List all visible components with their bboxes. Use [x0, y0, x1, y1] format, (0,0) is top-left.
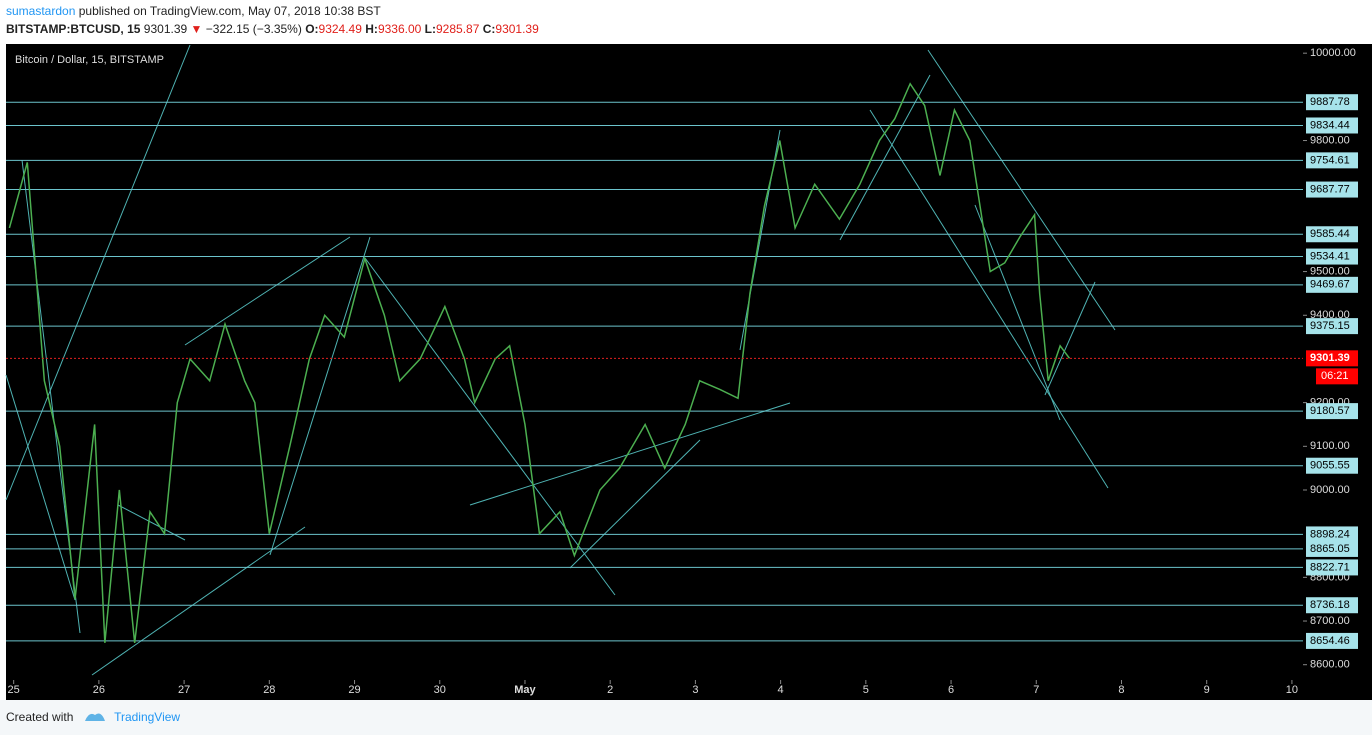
x-tick-label: 8: [1118, 684, 1124, 696]
x-tick-label: 9: [1204, 684, 1210, 696]
x-tick-label: May: [514, 684, 536, 696]
level-box: [1306, 597, 1358, 614]
y-tick-label: 8700.00: [1310, 615, 1350, 627]
level-box: [1306, 226, 1358, 243]
x-tick-label: 25: [8, 684, 20, 696]
level-label: 8865.05: [1310, 543, 1350, 555]
level-label: 9375.15: [1310, 320, 1350, 332]
level-label: 8822.71: [1310, 561, 1350, 573]
level-label: 9534.41: [1310, 250, 1350, 262]
x-tick-label: 29: [348, 684, 360, 696]
x-tick-label: 6: [948, 684, 954, 696]
y-tick-label: 8600.00: [1310, 659, 1350, 671]
level-label: 9469.67: [1310, 279, 1350, 291]
high: 9336.00: [377, 22, 422, 36]
countdown-box: [1316, 368, 1358, 385]
level-box: [1306, 632, 1358, 649]
level-box: [1306, 540, 1358, 557]
level-label: 9834.44: [1310, 119, 1350, 131]
level-label: 9180.57: [1310, 405, 1350, 417]
change: −322.15 (−3.35%): [205, 22, 302, 36]
price-line: [8, 82, 1071, 643]
h-label: H:: [365, 22, 378, 36]
level-label: 9687.77: [1310, 183, 1350, 195]
footer: Created with TradingView: [0, 700, 1372, 735]
level-box: [1306, 403, 1358, 420]
level-box: [1306, 117, 1358, 134]
level-label: 9754.61: [1310, 154, 1350, 166]
level-box: [1306, 94, 1358, 111]
x-tick-label: 10: [1286, 684, 1298, 696]
x-tick-label: 2: [607, 684, 613, 696]
published: published on TradingView.com, May 07, 20…: [78, 4, 381, 18]
level-box: [1306, 248, 1358, 265]
created: Created with: [6, 710, 74, 724]
level-label: 8898.24: [1310, 528, 1350, 540]
level-label: 8654.46: [1310, 635, 1350, 647]
x-tick-label: 30: [434, 684, 446, 696]
author[interactable]: sumastardon: [6, 4, 76, 18]
time-axis-bg: [6, 680, 1303, 700]
level-label: 9055.55: [1310, 460, 1350, 472]
level-label: 9887.78: [1310, 96, 1350, 108]
l-label: L:: [424, 22, 436, 36]
x-tick-label: 27: [178, 684, 190, 696]
y-tick-label: 9000.00: [1310, 484, 1350, 496]
chart-title: Bitcoin / Dollar, 15, BITSTAMP: [15, 54, 164, 66]
level-box: [1306, 318, 1358, 335]
level-label: 8736.18: [1310, 599, 1350, 611]
x-tick-label: 28: [263, 684, 275, 696]
c-label: C:: [482, 22, 496, 36]
close: 9301.39: [495, 22, 539, 36]
x-tick-label: 7: [1033, 684, 1039, 696]
level-label: 9585.44: [1310, 228, 1350, 240]
current-box: [1306, 350, 1358, 367]
x-tick-label: 3: [692, 684, 698, 696]
x-tick-label: 4: [778, 684, 784, 696]
o-label: O:: [305, 22, 319, 36]
symbol: BITSTAMP:BTCUSD, 15: [6, 22, 141, 36]
level-box: [1306, 526, 1358, 543]
header: sumastardon published on TradingView.com…: [6, 2, 539, 38]
plot-bg: [6, 44, 1303, 680]
level-box: [1306, 276, 1358, 293]
y-tick-label: 9800.00: [1310, 134, 1350, 146]
open: 9324.49: [318, 22, 362, 36]
level-box: [1306, 457, 1358, 474]
x-tick-label: 26: [93, 684, 105, 696]
level-box: [1306, 152, 1358, 169]
chart: Bitcoin / Dollar, 15, BITSTAMP 10000.00 9…: [5, 44, 1372, 700]
level-box: [1306, 181, 1358, 198]
level-box: [1306, 559, 1358, 576]
current-label: 9301.39: [1310, 352, 1350, 364]
y-tick-label: 9100.00: [1310, 440, 1350, 452]
logo: [84, 713, 105, 721]
y-tick-label: 9500.00: [1310, 265, 1350, 277]
last: 9301.39: [143, 22, 188, 36]
arrow: ▼: [190, 22, 203, 36]
brand[interactable]: TradingView: [114, 710, 181, 724]
y-tick-label: 10000.00: [1310, 47, 1356, 59]
x-tick-label: 5: [863, 684, 869, 696]
countdown: 06:21: [1321, 370, 1349, 382]
low: 9285.87: [436, 22, 480, 36]
